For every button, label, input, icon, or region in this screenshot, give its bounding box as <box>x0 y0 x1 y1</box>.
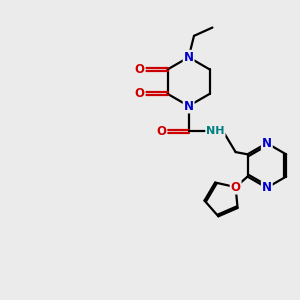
Text: O: O <box>231 181 241 194</box>
Text: N: N <box>184 51 194 64</box>
Text: N: N <box>262 181 272 194</box>
Text: O: O <box>135 63 145 76</box>
Text: N: N <box>262 137 272 150</box>
Text: NH: NH <box>206 126 225 136</box>
Text: O: O <box>156 125 166 138</box>
Text: N: N <box>184 100 194 112</box>
Text: O: O <box>135 87 145 100</box>
